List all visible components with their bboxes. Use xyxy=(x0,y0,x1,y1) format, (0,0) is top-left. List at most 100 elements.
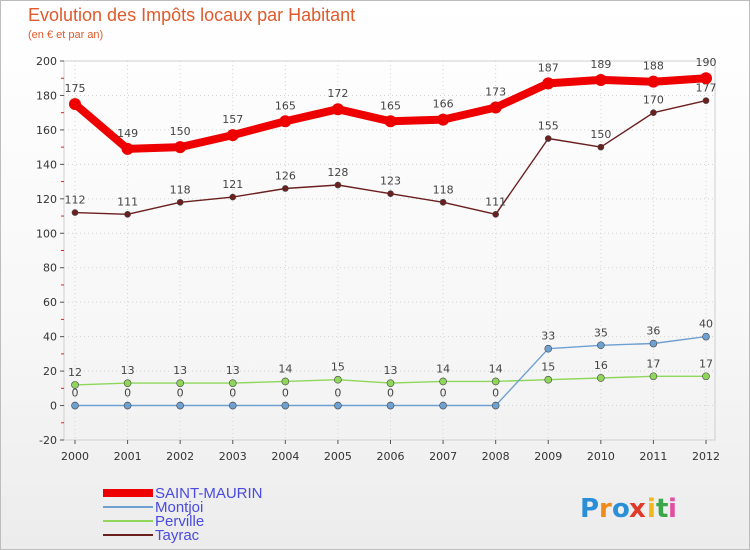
x-tick-label: 2012 xyxy=(692,450,720,463)
logo-letter: o xyxy=(612,494,630,524)
y-tick-label: -20 xyxy=(39,434,57,447)
data-label-montjoi: 0 xyxy=(492,387,499,400)
data-point-perville xyxy=(228,379,237,387)
data-label-perville: 14 xyxy=(278,362,292,375)
data-point-saint_maurin xyxy=(594,73,607,86)
data-point-montjoi xyxy=(439,401,447,410)
legend-item-saint_maurin: SAINT-MAURIN xyxy=(103,485,263,502)
data-label-saint_maurin: 189 xyxy=(590,58,611,71)
data-label-saint_maurin: 165 xyxy=(380,99,401,112)
data-point-tayrac xyxy=(229,193,237,201)
data-point-saint_maurin xyxy=(331,103,344,116)
data-label-saint_maurin: 188 xyxy=(643,60,664,73)
data-point-saint_maurin xyxy=(700,72,712,85)
logo-letter: x xyxy=(629,494,646,524)
data-point-tayrac xyxy=(597,143,605,151)
data-label-montjoi: 0 xyxy=(177,387,184,400)
data-point-saint_maurin xyxy=(489,101,502,114)
legend-label-tayrac: Tayrac xyxy=(155,527,200,544)
data-point-tayrac xyxy=(544,135,552,142)
legend-item-tayrac: Tayrac xyxy=(103,527,200,544)
legend-item-perville: Perville xyxy=(103,513,204,530)
chart-subtitle: (en € et par an) xyxy=(28,29,104,41)
data-label-montjoi: 0 xyxy=(229,387,236,400)
data-point-perville xyxy=(491,377,500,386)
data-point-montjoi xyxy=(491,401,500,410)
data-label-perville: 13 xyxy=(384,364,398,377)
data-label-perville: 13 xyxy=(173,364,187,377)
data-label-tayrac: 155 xyxy=(538,120,559,133)
data-point-tayrac xyxy=(702,97,710,104)
logo-letter: i xyxy=(647,494,656,524)
data-label-saint_maurin: 172 xyxy=(327,87,348,100)
y-tick-label: 160 xyxy=(36,124,57,137)
y-tick-label: 100 xyxy=(36,227,57,240)
legend-label-perville: Perville xyxy=(155,513,204,530)
data-point-tayrac xyxy=(282,185,289,192)
data-label-perville: 12 xyxy=(68,366,82,379)
legend-label-saint_maurin: SAINT-MAURIN xyxy=(155,485,263,502)
y-tick-label: 200 xyxy=(36,55,57,68)
data-point-perville xyxy=(597,374,605,382)
series-montjoi: 0 0 0 0 0 0 0 0 0 33 35 36 40 xyxy=(71,318,713,410)
data-label-tayrac: 123 xyxy=(380,175,401,188)
data-label-perville: 13 xyxy=(226,364,240,377)
x-tick-label: 2009 xyxy=(534,450,562,463)
x-tick-label: 2000 xyxy=(61,450,89,463)
data-point-perville xyxy=(649,372,658,381)
data-point-saint_maurin xyxy=(226,129,239,142)
data-point-montjoi xyxy=(123,401,132,410)
data-point-tayrac xyxy=(71,209,79,216)
x-tick-label: 2001 xyxy=(114,450,142,463)
series-perville: 12 13 13 13 14 15 13 14 14 15 16 17 17 xyxy=(68,357,713,389)
x-tick-label: 2007 xyxy=(429,450,457,463)
data-point-montjoi xyxy=(176,401,184,410)
data-label-tayrac: 177 xyxy=(696,82,717,95)
y-tick-label: 80 xyxy=(43,262,57,275)
data-label-perville: 16 xyxy=(594,359,608,372)
data-point-montjoi xyxy=(702,332,710,341)
data-point-saint_maurin xyxy=(647,75,660,88)
data-point-montjoi xyxy=(334,401,342,410)
data-point-montjoi xyxy=(649,339,658,348)
legend-item-montjoi: Montjoi xyxy=(103,499,203,516)
data-label-montjoi: 0 xyxy=(334,387,341,400)
data-point-montjoi xyxy=(597,341,605,350)
data-point-montjoi xyxy=(281,401,290,410)
x-tick-label: 2002 xyxy=(166,450,194,463)
legend-label-montjoi: Montjoi xyxy=(155,499,203,516)
data-point-montjoi xyxy=(386,401,395,410)
data-label-montjoi: 36 xyxy=(646,325,660,338)
data-point-tayrac xyxy=(176,198,184,206)
data-label-montjoi: 40 xyxy=(699,318,713,331)
data-label-montjoi: 0 xyxy=(72,387,79,400)
data-point-perville xyxy=(176,379,184,387)
x-tick-label: 2003 xyxy=(219,450,247,463)
data-label-tayrac: 126 xyxy=(275,169,296,182)
series-saint_maurin: 175 149 150 157 165 172 165 166 173 187 189 188 190 xyxy=(65,56,717,155)
data-point-tayrac xyxy=(124,211,131,218)
data-label-saint_maurin: 175 xyxy=(65,82,86,95)
logo-letter: r xyxy=(599,494,612,524)
data-label-montjoi: 0 xyxy=(387,387,394,400)
chart-title: Evolution des Impôts locaux par Habitant xyxy=(28,5,356,25)
data-label-tayrac: 118 xyxy=(170,183,191,196)
x-tick-label: 2004 xyxy=(271,450,299,463)
y-tick-label: 120 xyxy=(36,193,57,206)
data-label-saint_maurin: 190 xyxy=(696,56,717,69)
data-point-perville xyxy=(702,372,710,381)
data-point-tayrac xyxy=(492,211,499,218)
data-label-tayrac: 128 xyxy=(327,166,348,179)
data-label-perville: 15 xyxy=(541,361,555,374)
data-label-saint_maurin: 165 xyxy=(275,99,296,112)
data-point-perville xyxy=(123,379,132,387)
y-tick-label: 140 xyxy=(36,158,57,171)
series-tayrac: 112 111 118 121 126 128 123 118 111 155 150 170 177 xyxy=(65,82,717,218)
logo-letter: i xyxy=(668,494,677,524)
data-label-montjoi: 0 xyxy=(282,387,289,400)
data-point-saint_maurin xyxy=(542,77,555,90)
x-tick-label: 2011 xyxy=(639,450,667,463)
data-label-saint_maurin: 150 xyxy=(170,125,191,138)
data-point-saint_maurin xyxy=(437,113,450,126)
